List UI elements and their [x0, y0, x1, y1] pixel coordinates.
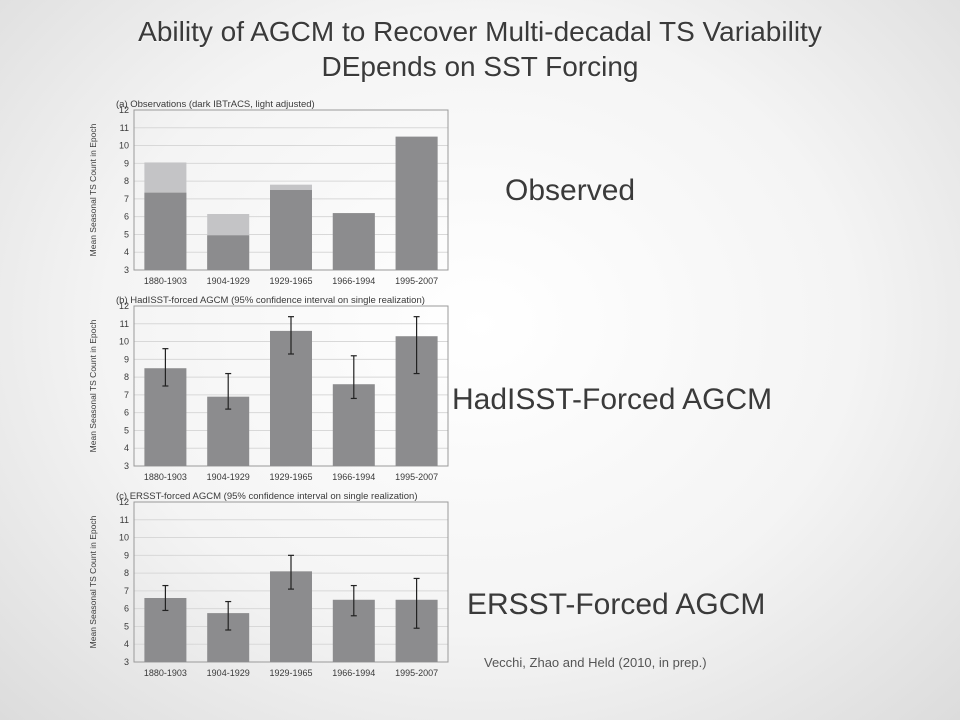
chart-title: (c) ERSST-forced AGCM (95% confidence in… — [116, 491, 418, 502]
y-axis-label: Mean Seasonal TS Count in Epoch — [88, 123, 98, 256]
hadisst-bar-chart: (b) HadISST-forced AGCM (95% confidence … — [88, 295, 449, 482]
slide-title-line1: Ability of AGCM to Recover Multi-decadal… — [138, 16, 822, 47]
y-tick-label: 5 — [124, 229, 129, 239]
y-tick-label: 10 — [119, 141, 129, 151]
chart-title: (a) Observations (dark IBTrACS, light ad… — [116, 99, 315, 110]
x-tick-label: 1966-1994 — [332, 668, 375, 678]
y-tick-label: 7 — [124, 390, 129, 400]
x-tick-label: 1966-1994 — [332, 276, 375, 286]
y-axis-label: Mean Seasonal TS Count in Epoch — [88, 515, 98, 648]
ersst-bar-chart: (c) ERSST-forced AGCM (95% confidence in… — [88, 491, 449, 678]
y-tick-label: 3 — [124, 461, 129, 471]
x-tick-label: 1995-2007 — [395, 472, 438, 482]
y-tick-label: 12 — [119, 497, 129, 507]
x-tick-label: 1995-2007 — [395, 276, 438, 286]
slide-title-line2: DEpends on SST Forcing — [321, 51, 639, 82]
x-tick-label: 1904-1929 — [207, 668, 250, 678]
x-tick-label: 1995-2007 — [395, 668, 438, 678]
x-tick-label: 1880-1903 — [144, 472, 187, 482]
y-tick-label: 4 — [124, 443, 129, 453]
y-tick-label: 9 — [124, 550, 129, 560]
x-tick-label: 1880-1903 — [144, 668, 187, 678]
x-tick-label: 1929-1965 — [269, 472, 312, 482]
x-tick-label: 1929-1965 — [269, 668, 312, 678]
y-tick-label: 7 — [124, 586, 129, 596]
y-tick-label: 8 — [124, 176, 129, 186]
bar-ibtracs — [270, 190, 312, 270]
y-tick-label: 3 — [124, 657, 129, 667]
x-tick-label: 1904-1929 — [207, 276, 250, 286]
y-axis-label: Mean Seasonal TS Count in Epoch — [88, 319, 98, 452]
x-tick-label: 1929-1965 — [269, 276, 312, 286]
bar-ibtracs — [332, 213, 375, 270]
y-tick-label: 12 — [119, 301, 129, 311]
y-tick-label: 11 — [120, 123, 129, 133]
label-hadisst-forced: HadISST-Forced AGCM — [452, 383, 773, 416]
bar-ibtracs — [395, 136, 438, 270]
y-tick-label: 5 — [124, 425, 129, 435]
y-tick-label: 7 — [124, 194, 129, 204]
citation: Vecchi, Zhao and Held (2010, in prep.) — [484, 655, 707, 670]
label-ersst-forced: ERSST-Forced AGCM — [467, 588, 766, 621]
x-tick-label: 1880-1903 — [144, 276, 187, 286]
y-tick-label: 12 — [119, 105, 129, 115]
y-tick-label: 4 — [124, 247, 129, 257]
y-tick-label: 8 — [124, 568, 129, 578]
y-tick-label: 9 — [124, 158, 129, 168]
y-tick-label: 6 — [124, 212, 129, 222]
observed-bar-chart: (a) Observations (dark IBTrACS, light ad… — [88, 99, 449, 286]
slide-title: Ability of AGCM to Recover Multi-decadal… — [0, 14, 960, 84]
chart-title: (b) HadISST-forced AGCM (95% confidence … — [116, 295, 425, 306]
bar-ibtracs — [207, 235, 250, 270]
x-tick-label: 1904-1929 — [207, 472, 250, 482]
chart-panel-hadisst: (b) HadISST-forced AGCM (95% confidence … — [86, 294, 450, 494]
y-tick-label: 6 — [124, 604, 129, 614]
y-tick-label: 4 — [124, 639, 129, 649]
label-observed: Observed — [505, 174, 636, 207]
y-tick-label: 6 — [124, 408, 129, 418]
chart-panel-ersst: (c) ERSST-forced AGCM (95% confidence in… — [86, 490, 450, 690]
y-tick-label: 10 — [119, 337, 129, 347]
y-tick-label: 11 — [120, 319, 129, 329]
bar-ibtracs — [144, 192, 187, 270]
y-tick-label: 10 — [119, 533, 129, 543]
y-tick-label: 8 — [124, 372, 129, 382]
y-tick-label: 11 — [120, 515, 129, 525]
y-tick-label: 9 — [124, 354, 129, 364]
chart-panel-observed: (a) Observations (dark IBTrACS, light ad… — [86, 98, 450, 298]
y-tick-label: 3 — [124, 265, 129, 275]
x-tick-label: 1966-1994 — [332, 472, 375, 482]
y-tick-label: 5 — [124, 621, 129, 631]
